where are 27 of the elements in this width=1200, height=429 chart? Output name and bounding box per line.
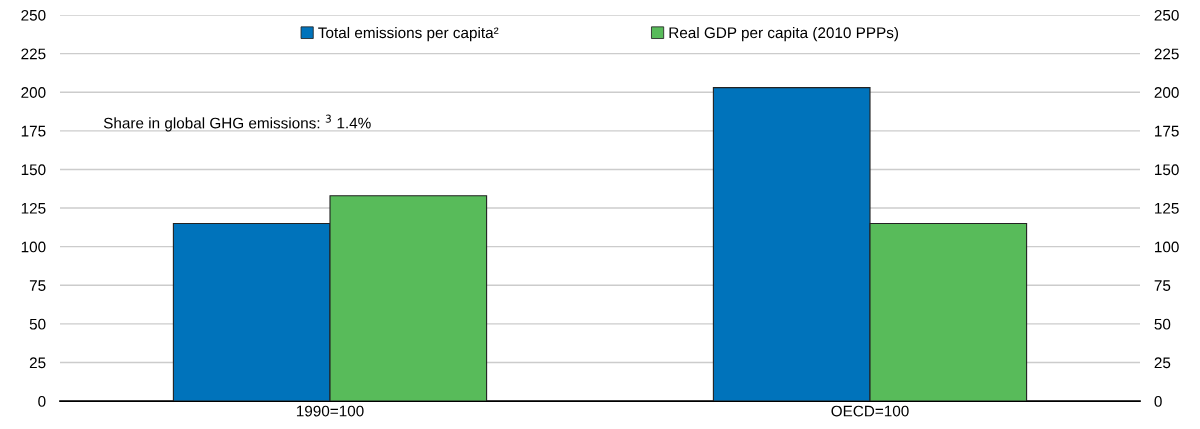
legend-label: Real GDP per capita (2010 PPPs)	[669, 26, 899, 42]
y-tick-label: 150	[21, 164, 46, 176]
y2-tick-label: 175	[1155, 125, 1179, 137]
y-tick-label: 50	[29, 318, 46, 330]
y2-tick-label: 225	[1154, 48, 1179, 60]
y-tick-label: 25	[29, 357, 46, 369]
y2-tick-label: 50	[1154, 318, 1171, 330]
y-tick-label: 0	[38, 395, 46, 407]
y2-tick-label: 250	[1154, 9, 1179, 21]
x-tick-label: 1990=100	[296, 405, 364, 417]
y2-tick-label: 0	[1154, 395, 1162, 407]
y2-tick-label: 200	[1154, 87, 1179, 98]
y2-tick-label: 100	[1155, 241, 1179, 253]
y-tick-label: 125	[21, 202, 46, 214]
y2-tick-label: 75	[1154, 280, 1171, 291]
y2-tick-label: 125	[1155, 202, 1179, 214]
y2-tick-label: 150	[1155, 164, 1179, 176]
legend-label: Total emissions per capita²	[318, 26, 499, 42]
annotation: Share in global GHG emissions: $^{3}$ 1.4%	[103, 114, 371, 132]
x-tick-label: OECD=100	[831, 405, 909, 417]
y-tick-label: 200	[21, 87, 46, 98]
y-tick-label: 100	[21, 241, 46, 253]
y-tick-label: 225	[21, 48, 46, 60]
y-tick-label: 250	[21, 9, 46, 21]
y-tick-label: 75	[29, 280, 46, 291]
y2-tick-label: 25	[1154, 357, 1171, 369]
y-tick-label: 175	[21, 125, 46, 137]
